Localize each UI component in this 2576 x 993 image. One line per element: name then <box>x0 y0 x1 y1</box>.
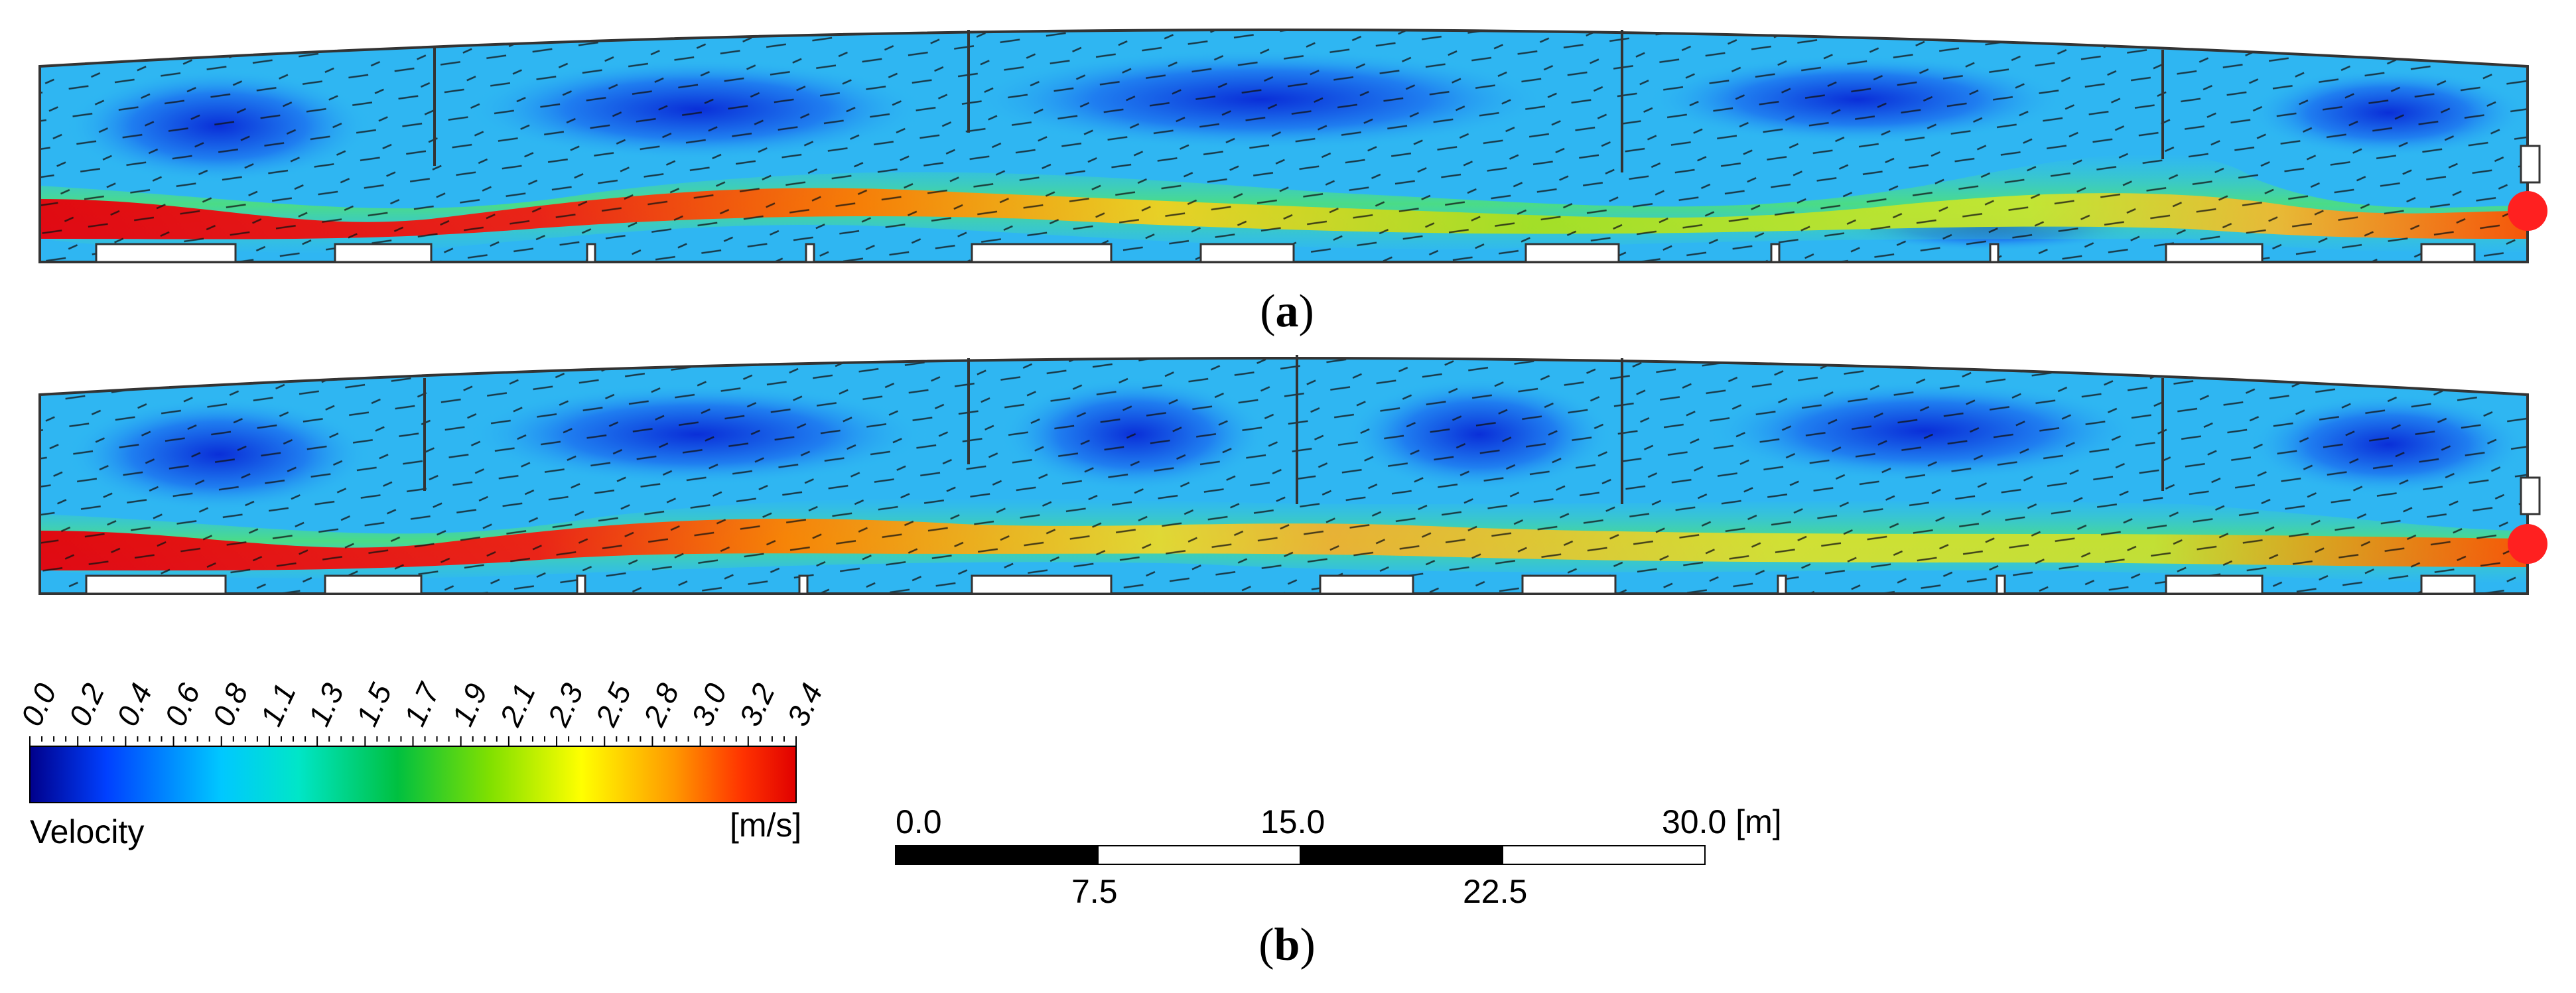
legend-minor-ticks <box>29 736 797 746</box>
legend-tick-label: 3.2 <box>732 678 781 731</box>
panel-a-outline <box>38 29 2529 263</box>
scale-bar-segment <box>1097 845 1301 865</box>
velocity-legend: 0.00.20.40.60.81.11.31.51.71.92.12.32.52… <box>14 677 829 803</box>
legend-tick-label: 1.5 <box>349 678 398 731</box>
scale-label-22-5: 22.5 <box>1463 873 1528 910</box>
velocity-field-panel-a <box>38 29 2547 263</box>
legend-tick-label: 0.4 <box>109 678 159 731</box>
legend-tick-label: 3.4 <box>780 678 829 731</box>
scale-bar <box>895 845 1706 865</box>
legend-tick-label: 1.3 <box>301 678 350 731</box>
scale-label-15: 15.0 <box>1260 803 1325 840</box>
velocity-field-panel-b <box>38 355 2547 595</box>
legend-title: Velocity <box>30 813 145 850</box>
legend-tick-label: 1.9 <box>445 678 494 731</box>
partition-walls <box>423 355 2164 504</box>
scale-bar-segment <box>1300 845 1503 865</box>
legend-tick-labels: 0.00.20.40.60.81.11.31.51.71.92.12.32.52… <box>14 677 829 732</box>
floor-obstacles <box>85 476 2541 595</box>
scale-label-0: 0.0 <box>896 803 942 840</box>
legend-tick-label: 2.1 <box>492 678 542 732</box>
legend-tick-label: 0.6 <box>157 678 206 731</box>
outlet <box>2508 191 2547 231</box>
legend-tick-label: 2.3 <box>541 678 590 732</box>
legend-tick-label: 0.0 <box>14 678 63 731</box>
scale-label-30: 30.0 [m] <box>1662 803 1782 840</box>
legend-tick-label: 2.8 <box>636 678 686 732</box>
panel-a-label: (a) <box>1260 286 1314 337</box>
legend-tick-label: 1.7 <box>397 677 446 731</box>
legend-colorbar <box>29 746 797 803</box>
outlet <box>2508 524 2547 564</box>
floor-obstacles <box>95 145 2541 263</box>
partition-walls <box>433 30 2164 172</box>
legend-tick-label: 3.0 <box>685 678 734 731</box>
legend-unit: [m/s] <box>730 807 802 844</box>
legend-tick-label: 0.2 <box>62 678 111 731</box>
legend-tick-label: 0.8 <box>206 678 255 731</box>
scale-bar-segment <box>1502 845 1706 865</box>
panel-b-label: (b) <box>1258 919 1316 970</box>
panel-b-outline <box>38 357 2529 595</box>
legend-tick-label: 2.5 <box>588 678 638 732</box>
scale-bar-segment <box>895 845 1099 865</box>
scale-label-7-5: 7.5 <box>1071 873 1118 910</box>
legend-tick-label: 1.1 <box>253 678 303 731</box>
